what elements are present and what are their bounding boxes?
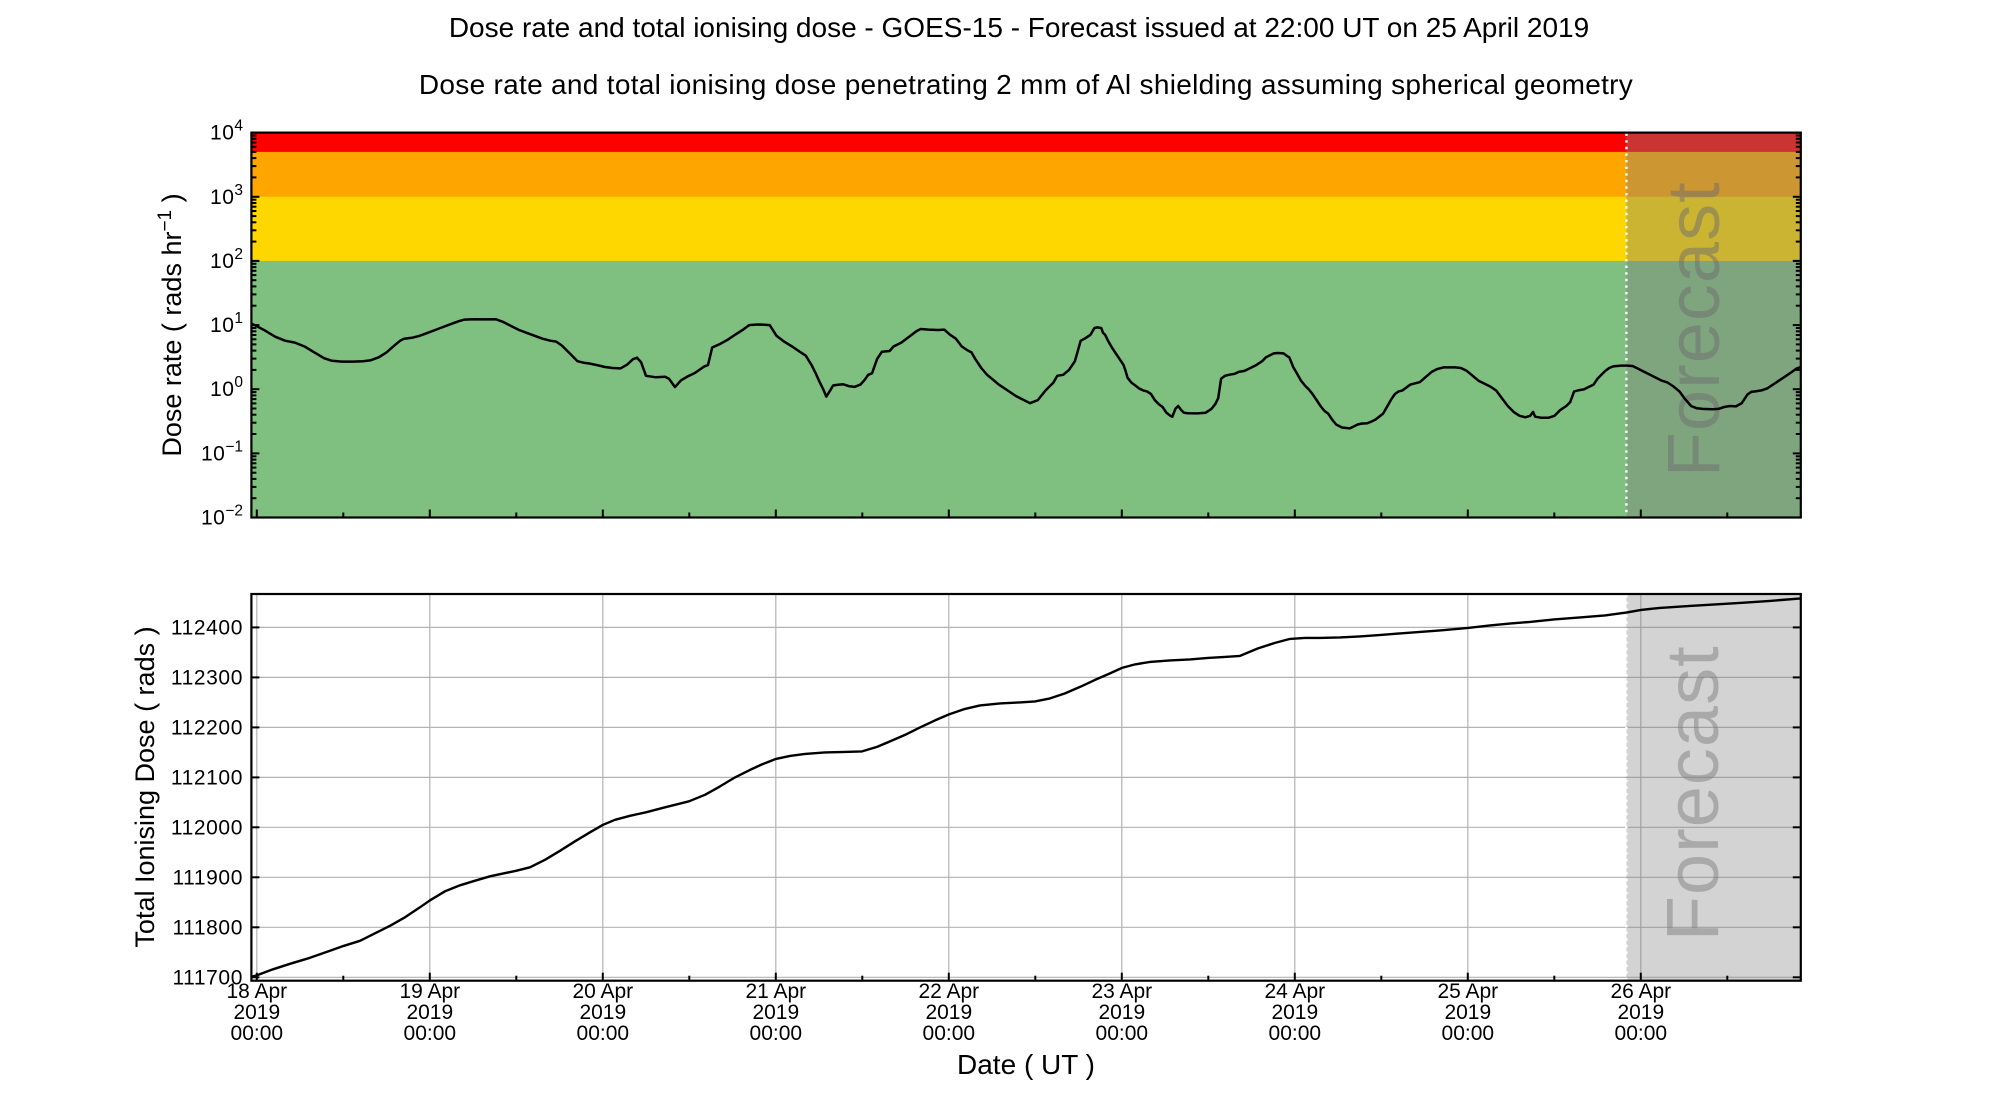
svg-text:111800: 111800 [172,916,243,939]
svg-text:00:00: 00:00 [923,1022,976,1045]
svg-text:18 Apr: 18 Apr [226,980,287,1003]
svg-text:22 Apr: 22 Apr [918,980,979,1003]
svg-text:111700: 111700 [172,966,243,989]
svg-text:112400: 112400 [171,616,243,639]
svg-text:103: 103 [210,182,243,209]
svg-text:112100: 112100 [171,766,243,789]
svg-text:21 Apr: 21 Apr [745,980,806,1003]
svg-text:101: 101 [210,310,243,337]
svg-text:19 Apr: 19 Apr [399,980,460,1003]
svg-text:Date ( UT ): Date ( UT ) [957,1049,1095,1080]
svg-text:Dose rate ( rads hr−1 ): Dose rate ( rads hr−1 ) [155,193,187,456]
svg-text:100: 100 [210,374,243,401]
svg-text:00:00: 00:00 [404,1022,457,1045]
svg-text:2019: 2019 [752,1001,799,1024]
svg-text:111900: 111900 [172,866,243,889]
svg-text:112200: 112200 [171,716,243,739]
svg-text:10−2: 10−2 [201,503,243,530]
svg-text:23 Apr: 23 Apr [1091,980,1152,1003]
svg-text:00:00: 00:00 [577,1022,630,1045]
svg-text:2019: 2019 [1617,1001,1664,1024]
svg-text:104: 104 [210,118,243,145]
svg-text:2019: 2019 [579,1001,626,1024]
svg-text:2019: 2019 [1271,1001,1318,1024]
svg-text:Dose rate and total ionising d: Dose rate and total ionising dose - GOES… [449,12,1589,43]
svg-text:Forecast: Forecast [1651,645,1734,941]
svg-text:2019: 2019 [925,1001,972,1024]
svg-text:10−1: 10−1 [201,438,243,465]
svg-text:00:00: 00:00 [750,1022,803,1045]
svg-text:24 Apr: 24 Apr [1264,980,1325,1003]
svg-text:2019: 2019 [406,1001,453,1024]
svg-text:102: 102 [210,246,243,273]
svg-text:26 Apr: 26 Apr [1610,980,1671,1003]
svg-text:00:00: 00:00 [1615,1022,1668,1045]
svg-text:112300: 112300 [171,666,243,689]
svg-text:20 Apr: 20 Apr [572,980,633,1003]
svg-text:00:00: 00:00 [1269,1022,1322,1045]
svg-text:2019: 2019 [233,1001,280,1024]
svg-text:25 Apr: 25 Apr [1437,980,1498,1003]
svg-text:2019: 2019 [1098,1001,1145,1024]
svg-text:2019: 2019 [1444,1001,1491,1024]
svg-text:00:00: 00:00 [1442,1022,1495,1045]
svg-text:Dose rate and total ionising d: Dose rate and total ionising dose penetr… [419,69,1633,100]
svg-text:00:00: 00:00 [1096,1022,1149,1045]
svg-text:Total Ionising Dose ( rads ): Total Ionising Dose ( rads ) [130,626,160,947]
svg-text:112000: 112000 [171,816,243,839]
svg-text:Forecast: Forecast [1652,181,1735,477]
svg-text:00:00: 00:00 [231,1022,284,1045]
